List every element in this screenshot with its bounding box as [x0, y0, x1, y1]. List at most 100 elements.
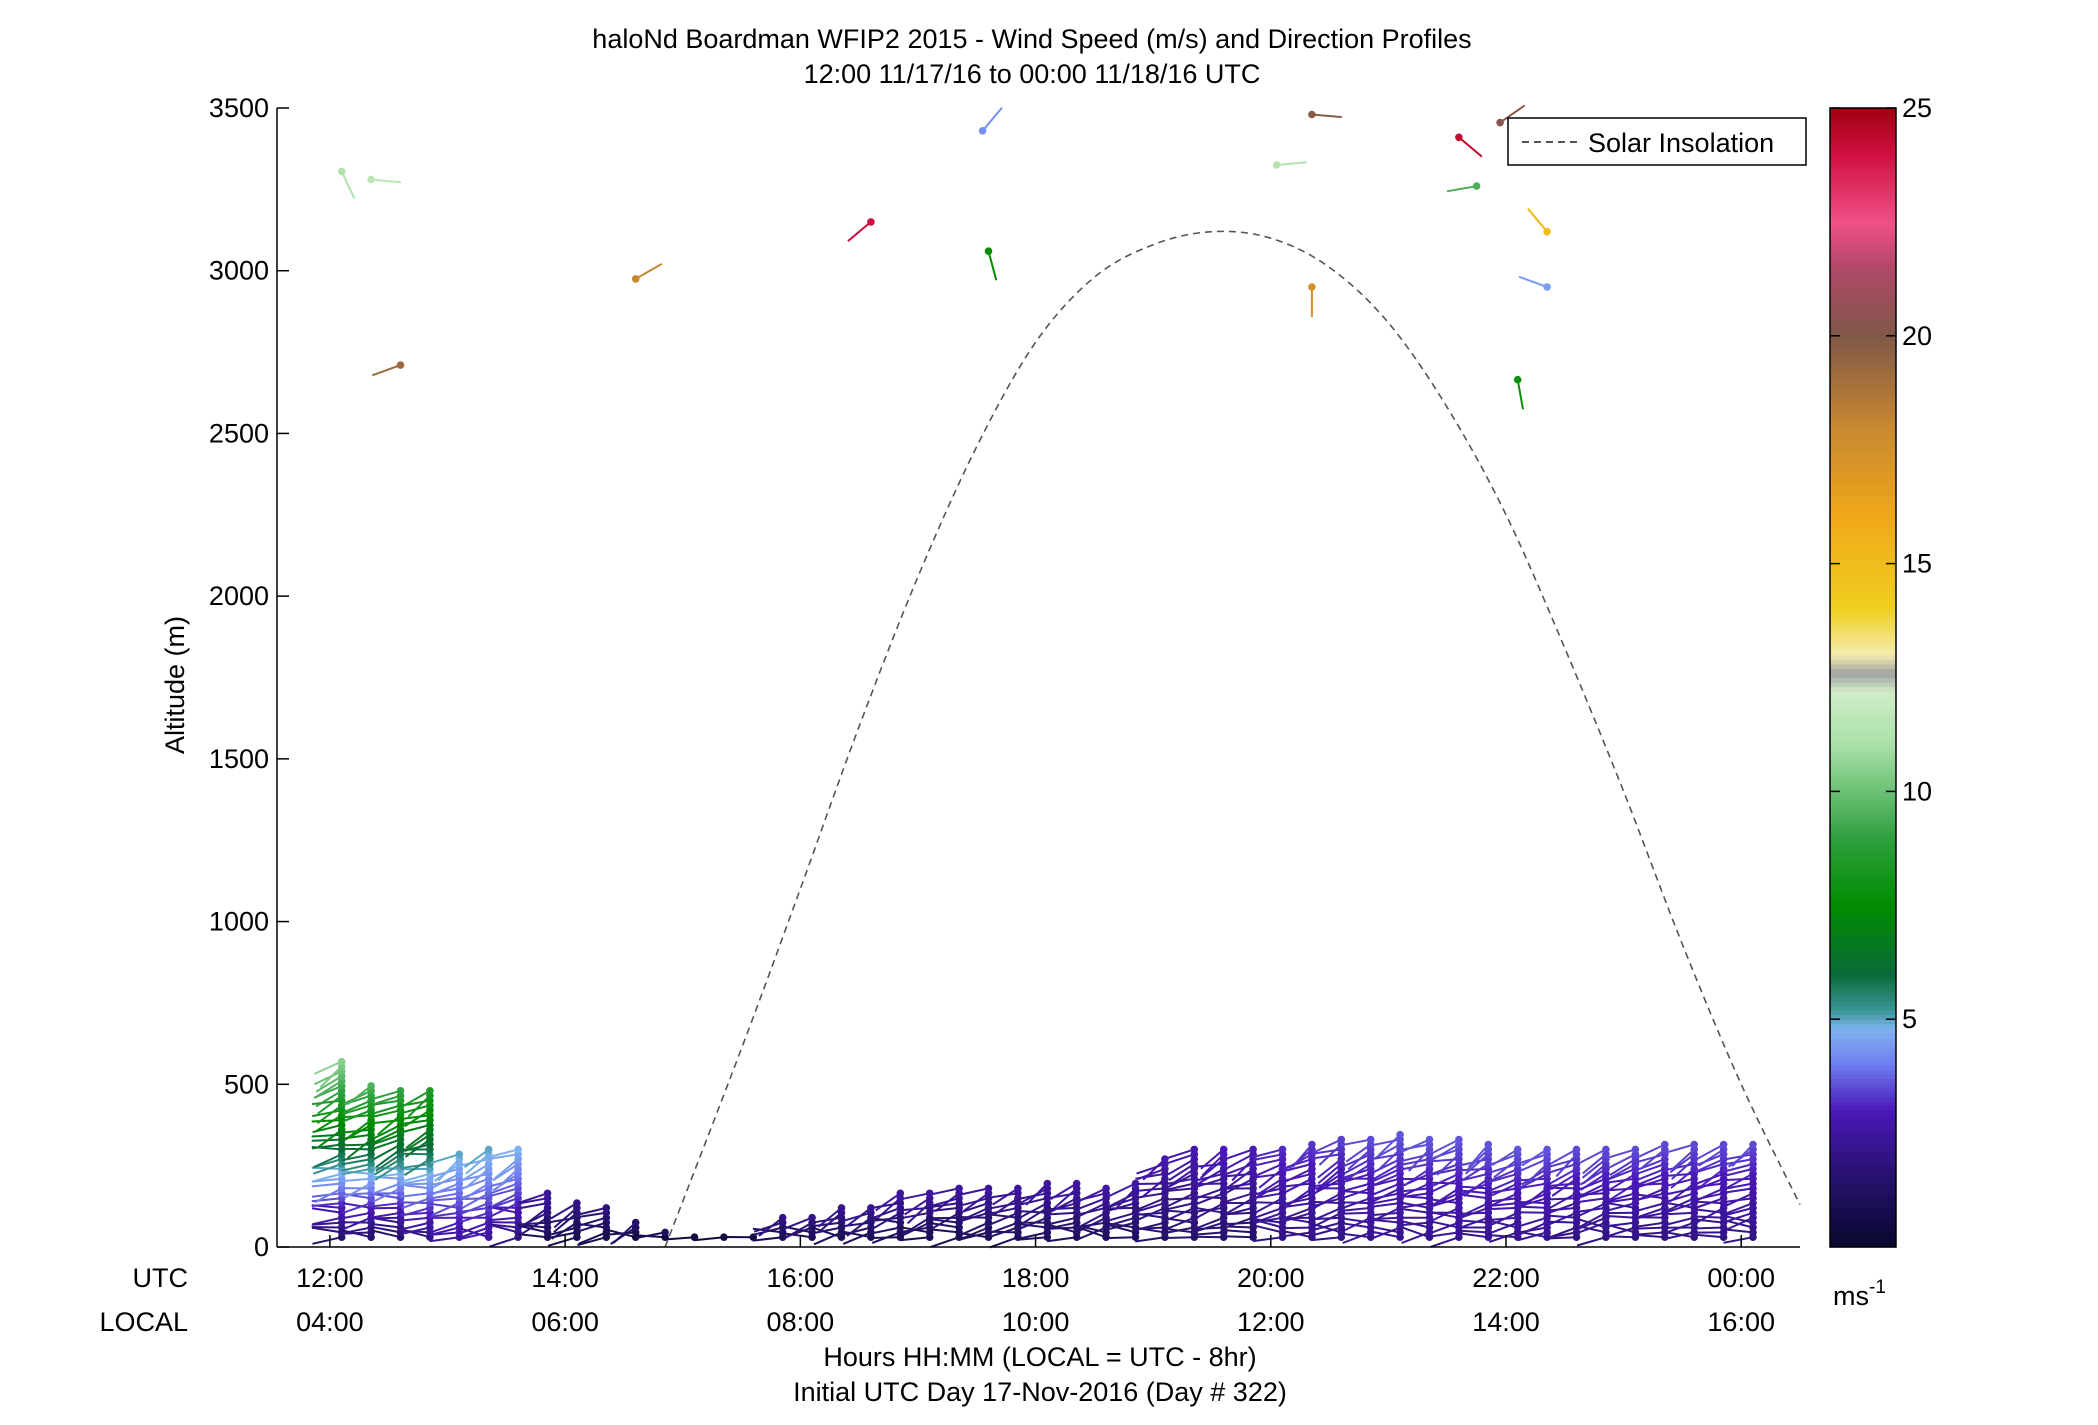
barb-stem [1431, 1172, 1460, 1188]
barb-stem [1636, 1187, 1666, 1202]
colorbar-segment [1830, 914, 1896, 920]
barb-stem [1549, 1168, 1577, 1185]
colorbar-segment [1830, 618, 1896, 624]
profile-barb [1467, 1140, 1493, 1168]
barb-stem [465, 1153, 490, 1175]
barb-stem [987, 250, 998, 281]
colorbar-segment [1830, 495, 1896, 501]
barb-stem [1609, 1172, 1636, 1191]
barb-stem [1664, 1216, 1695, 1226]
colorbar-segment [1830, 481, 1896, 487]
barb-stem [1431, 1138, 1460, 1154]
profile-barb [693, 1233, 728, 1242]
colorbar-segment [1830, 636, 1896, 642]
barb-stem [875, 1192, 901, 1212]
barb-stem [1548, 1226, 1577, 1239]
profile-barb [1401, 1135, 1434, 1153]
isolated-barb [1272, 161, 1307, 169]
barb-stem [404, 1138, 431, 1158]
barb-dot [1308, 1140, 1316, 1149]
barb-stem [1664, 1172, 1695, 1177]
barb-stem [981, 107, 1003, 132]
profile-barb [1224, 1145, 1257, 1161]
colorbar-segment [1830, 978, 1896, 984]
barb-stem [1608, 1153, 1636, 1169]
colorbar-segment [1830, 805, 1896, 811]
barb-stem [400, 1119, 431, 1126]
colorbar-segment [1830, 818, 1896, 824]
barb-stem [1199, 1158, 1225, 1179]
barb-stem [1430, 1163, 1460, 1176]
barb-stem [1224, 1192, 1254, 1204]
barb-stem [464, 1168, 490, 1189]
barb-stem [1283, 1206, 1313, 1220]
colorbar-segment [1830, 1160, 1896, 1166]
barb-stem [1725, 1216, 1754, 1231]
barb-stem [1078, 1216, 1107, 1232]
barb-stem [1635, 1153, 1666, 1164]
barb-stem [460, 1226, 490, 1239]
barb-stem [1314, 1192, 1342, 1209]
colorbar-segment [1830, 554, 1896, 560]
barb-stem [1312, 1226, 1342, 1237]
barb-stem [1311, 1236, 1342, 1242]
barb-stem [311, 1182, 342, 1188]
barb-stem [547, 1231, 578, 1240]
barb-stem [1399, 1202, 1430, 1209]
barb-stem [1521, 1148, 1548, 1167]
barb-stem [341, 1167, 372, 1176]
barb-stem [1695, 1158, 1725, 1173]
colorbar-segment [1830, 1169, 1896, 1175]
colorbar-segment [1830, 868, 1896, 875]
colorbar-segment [1830, 900, 1896, 906]
barb-stem [490, 1192, 519, 1208]
barb-stem [1341, 1138, 1371, 1147]
barb-stem [1137, 1206, 1166, 1221]
colorbar-segment [1830, 1164, 1896, 1171]
barb-stem [1488, 1219, 1518, 1229]
barb-stem [488, 1187, 519, 1198]
barb-stem [693, 1236, 725, 1242]
barb-stem [1377, 1148, 1401, 1171]
barb-stem [1201, 1153, 1225, 1177]
barb-stem [1140, 1177, 1166, 1199]
barb-stem [429, 1192, 460, 1200]
barb-stem [370, 1216, 401, 1220]
barb-stem [488, 1216, 519, 1222]
barb-stem [312, 1236, 342, 1245]
barb-stem [343, 1099, 372, 1114]
barb-stem [1078, 1226, 1107, 1241]
barb-stem [1106, 1216, 1136, 1227]
barb-stem [341, 1158, 372, 1166]
colorbar-segment [1830, 604, 1896, 610]
barb-stem [1399, 1207, 1430, 1214]
barb-stem [847, 221, 872, 242]
barb-stem [1636, 1206, 1666, 1219]
barb-stem [1458, 1229, 1489, 1234]
colorbar-segment [1830, 718, 1896, 724]
barb-dot [631, 1218, 640, 1227]
x-tick-label-utc: 22:00 [1472, 1263, 1540, 1293]
colorbar-segment [1830, 231, 1896, 237]
barb-stem [1578, 1182, 1607, 1198]
colorbar-segment [1830, 422, 1896, 428]
colorbar-segment [1830, 1060, 1896, 1066]
profile-barb [430, 1150, 464, 1165]
barb-stem [400, 1206, 431, 1217]
barb-dot [1308, 110, 1316, 119]
barb-stem [407, 1094, 431, 1118]
barb-stem [1019, 1216, 1048, 1230]
barb-stem [1370, 1197, 1401, 1205]
profile-barb [1200, 1145, 1228, 1170]
barb-dot [367, 1082, 375, 1090]
barb-stem [1340, 1211, 1371, 1215]
barb-stem [1522, 1187, 1548, 1208]
barb-stem [1164, 1187, 1195, 1193]
colorbar-segment [1830, 130, 1896, 136]
colorbar-segment [1830, 240, 1896, 246]
barb-stem [1664, 1187, 1695, 1196]
barb-stem [1723, 1163, 1754, 1173]
colorbar-segment [1830, 1146, 1896, 1152]
colorbar-segment [1830, 426, 1896, 433]
colorbar-segment [1830, 613, 1896, 619]
